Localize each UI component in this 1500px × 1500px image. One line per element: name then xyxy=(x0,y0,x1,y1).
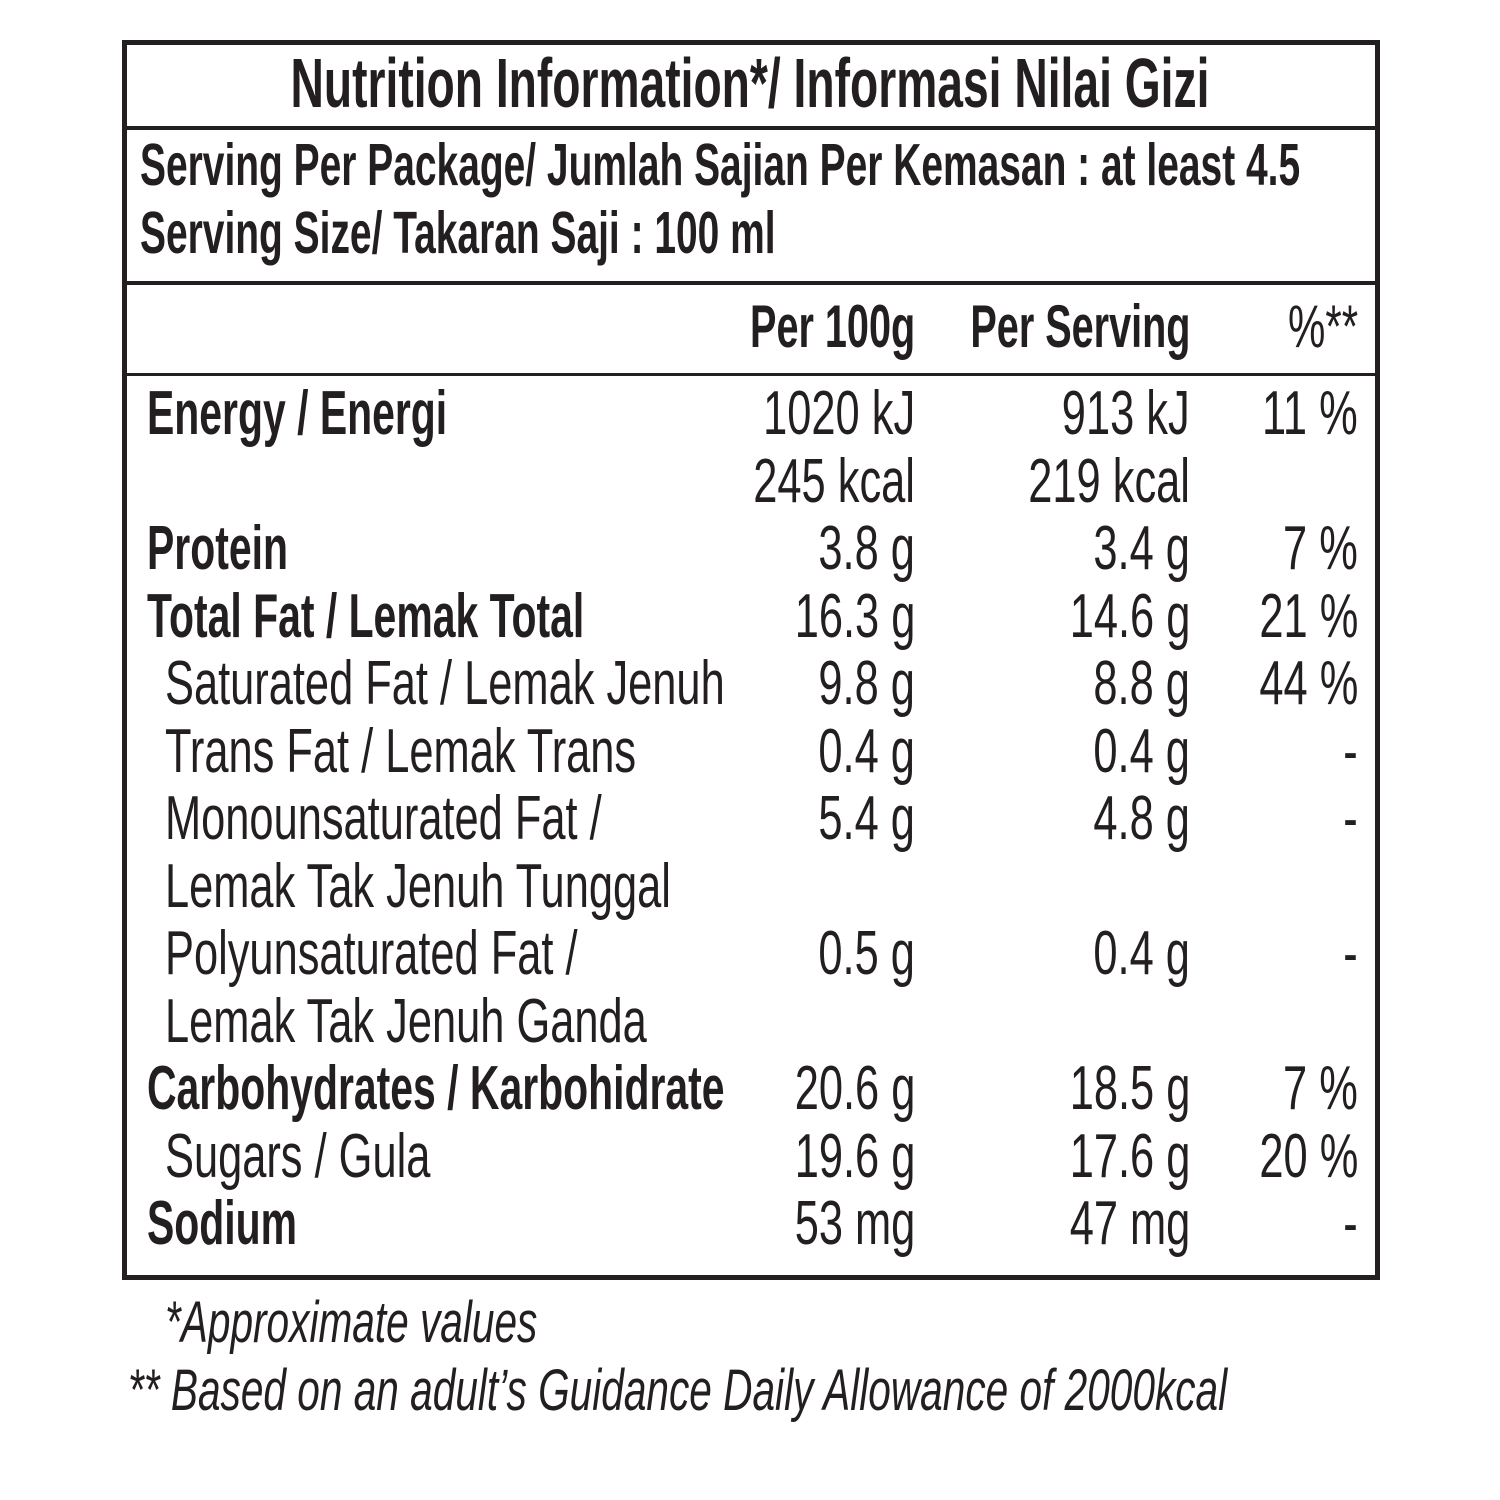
nutrient-label: Trans Fat / Lemak Trans xyxy=(165,716,637,786)
value-percent-daily: 11 % xyxy=(1262,379,1358,448)
value-per-100g: 5.4 g xyxy=(818,784,915,853)
value-per-serving: 4.8 g xyxy=(1093,784,1190,853)
nutrient-label: Monounsaturated Fat / xyxy=(165,784,602,853)
value-per-serving: 0.4 g xyxy=(1093,919,1190,988)
divider xyxy=(127,281,1375,285)
value-per-serving: 14.6 g xyxy=(1069,581,1190,651)
nutrient-label: Lemak Tak Jenuh Tunggal xyxy=(165,851,671,921)
footnote-daily-allowance: ** Based on an adult’s Guidance Daily Al… xyxy=(128,1358,1228,1423)
value-per-100g: 3.8 g xyxy=(818,514,915,583)
nutrient-label: Energy / Energi xyxy=(147,379,448,448)
nutrient-label: Protein xyxy=(147,514,288,583)
nutrient-label: Saturated Fat / Lemak Jenuh xyxy=(165,649,725,718)
value-per-100g: 0.5 g xyxy=(818,919,915,988)
value-percent-daily: - xyxy=(1343,1189,1358,1258)
value-per-100g: 19.6 g xyxy=(794,1121,915,1191)
value-percent-daily: 7 % xyxy=(1283,514,1358,583)
nutrient-label: Sodium xyxy=(147,1189,298,1258)
value-per-100g: 245 kcal xyxy=(753,446,915,516)
value-percent-daily: - xyxy=(1343,919,1358,988)
value-per-100g: 53 mg xyxy=(794,1189,915,1258)
footnote-approximate: *Approximate values xyxy=(165,1290,538,1355)
nutrient-label: Sugars / Gula xyxy=(165,1121,431,1191)
column-header-per-100g: Per 100g xyxy=(749,293,915,360)
column-header-percent: %** xyxy=(1287,293,1358,360)
divider xyxy=(127,126,1375,130)
nutrient-label: Carbohydrates / Karbohidrate xyxy=(147,1054,725,1123)
value-percent-daily: 21 % xyxy=(1259,581,1358,651)
nutrient-label: Polyunsaturated Fat / xyxy=(165,919,578,988)
value-per-100g: 9.8 g xyxy=(818,649,915,718)
value-per-serving: 3.4 g xyxy=(1093,514,1190,583)
nutrient-label: Lemak Tak Jenuh Ganda xyxy=(165,986,647,1056)
value-per-100g: 1020 kJ xyxy=(762,379,915,448)
divider xyxy=(127,373,1375,376)
value-percent-daily: - xyxy=(1343,784,1358,853)
value-per-serving: 913 kJ xyxy=(1062,379,1190,448)
nutrient-label: Total Fat / Lemak Total xyxy=(147,581,585,651)
value-percent-daily: 44 % xyxy=(1259,649,1358,718)
nutrition-table-border xyxy=(122,40,1380,1280)
value-percent-daily: 20 % xyxy=(1259,1121,1358,1191)
value-per-100g: 0.4 g xyxy=(818,716,915,786)
column-header-per-serving: Per Serving xyxy=(969,293,1190,360)
value-percent-daily: - xyxy=(1343,716,1358,786)
value-per-serving: 17.6 g xyxy=(1069,1121,1190,1191)
value-per-serving: 0.4 g xyxy=(1093,716,1190,786)
value-per-serving: 219 kcal xyxy=(1028,446,1190,516)
value-percent-daily: 7 % xyxy=(1283,1054,1358,1123)
value-per-serving: 8.8 g xyxy=(1093,649,1190,718)
value-per-100g: 20.6 g xyxy=(794,1054,915,1123)
serving-size: Serving Size/ Takaran Saji : 100 ml xyxy=(140,200,776,266)
serving-per-package: Serving Per Package/ Jumlah Sajian Per K… xyxy=(140,132,1301,198)
value-per-100g: 16.3 g xyxy=(794,581,915,651)
value-per-serving: 18.5 g xyxy=(1069,1054,1190,1123)
value-per-serving: 47 mg xyxy=(1069,1189,1190,1258)
nutrition-title: Nutrition Information*/ Informasi Nilai … xyxy=(290,44,1210,122)
